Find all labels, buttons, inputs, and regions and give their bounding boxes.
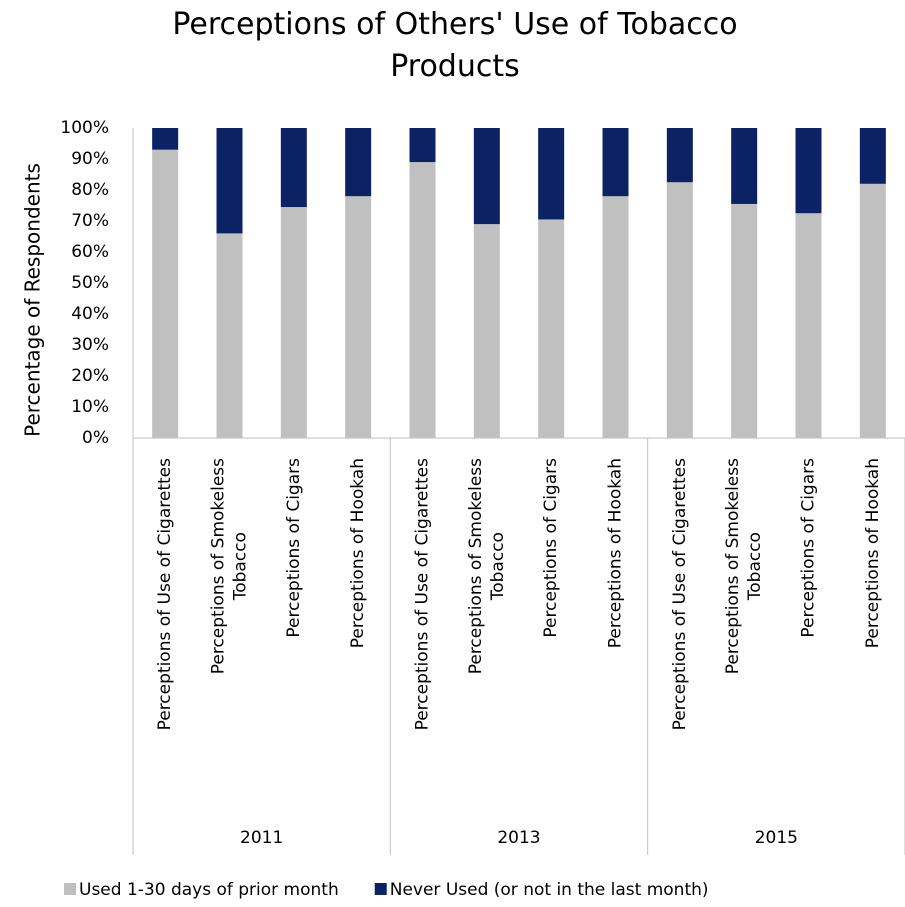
y-tick-label: 40% <box>71 304 109 324</box>
bar-segment <box>795 213 822 438</box>
x-tick-label: Perceptions of Use of Cigarettes <box>670 458 690 731</box>
chart-title: Perceptions of Others' Use of Tobacco Pr… <box>172 7 738 84</box>
x-tick-label: Perceptions of Cigars <box>541 458 561 638</box>
bar-segment <box>473 224 500 438</box>
bar-segment <box>666 182 693 438</box>
bar-segment <box>280 128 307 208</box>
bar-segment <box>859 128 886 184</box>
y-tick-label: 60% <box>71 242 109 262</box>
bar-segment <box>666 128 693 183</box>
y-tick-label: 30% <box>71 335 109 355</box>
y-tick-label: 100% <box>60 118 109 138</box>
y-tick-label: 80% <box>71 180 109 200</box>
bar-segment <box>731 203 758 438</box>
bar-segment <box>345 196 372 438</box>
bar-segment <box>795 128 822 214</box>
bar-segment <box>345 128 372 197</box>
y-tick-label: 90% <box>71 149 109 169</box>
y-tick-label: 0% <box>82 428 109 448</box>
x-tick-label: Tobacco <box>488 532 508 601</box>
group-label: 2013 <box>497 828 540 848</box>
bar-segment <box>409 128 436 163</box>
y-tick-label: 50% <box>71 273 109 293</box>
bar-segment <box>731 128 758 204</box>
x-tick-label: Tobacco <box>231 532 251 601</box>
x-tick-label: Perceptions of Hookah <box>348 458 368 648</box>
x-tick-label: Perceptions of Smokeless <box>209 458 229 674</box>
group-label: 2011 <box>240 828 283 848</box>
bar-segment <box>409 162 436 438</box>
x-tick-label: Perceptions of Smokeless <box>723 458 743 674</box>
bar-segment <box>216 233 243 438</box>
bar-segment <box>538 219 565 438</box>
x-tick-label: Perceptions of Use of Cigarettes <box>413 458 433 731</box>
bar-segment <box>152 149 179 438</box>
x-tick-label: Perceptions of Cigars <box>284 458 304 638</box>
x-tick-label: Perceptions of Smokeless <box>466 458 486 674</box>
bar-segment <box>473 128 500 225</box>
bar-segment <box>280 207 307 438</box>
y-tick-label: 20% <box>71 366 109 386</box>
legend-label: Used 1-30 days of prior month <box>79 880 339 900</box>
legend-swatch <box>374 883 387 895</box>
bar-segment <box>602 128 629 197</box>
y-tick-label: 70% <box>71 211 109 231</box>
x-tick-label: Tobacco <box>745 532 765 601</box>
bar-segment <box>538 128 565 220</box>
group-label: 2015 <box>755 828 798 848</box>
bar-segment <box>602 196 629 438</box>
y-tick-label: 10% <box>71 397 109 417</box>
legend-swatch <box>64 883 76 895</box>
bar-segment <box>859 183 886 438</box>
bar-segment <box>216 128 243 234</box>
y-axis-label: Percentage of Respondents <box>21 163 45 437</box>
bar-segment <box>152 128 179 150</box>
x-tick-label: Perceptions of Hookah <box>606 458 626 648</box>
x-tick-label: Perceptions of Hookah <box>863 458 883 648</box>
x-tick-label: Perceptions of Use of Cigarettes <box>155 458 175 731</box>
x-tick-label: Perceptions of Cigars <box>799 458 819 638</box>
legend-label: Never Used (or not in the last month) <box>390 880 709 900</box>
